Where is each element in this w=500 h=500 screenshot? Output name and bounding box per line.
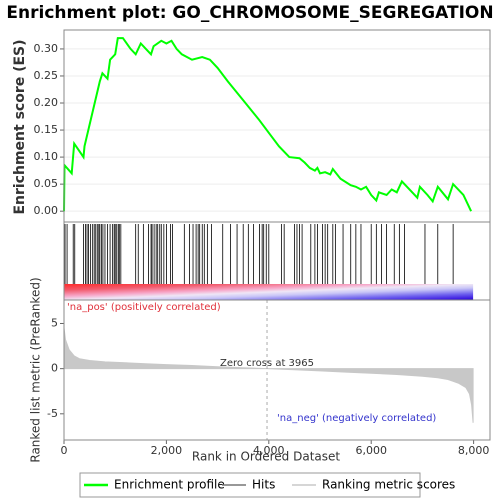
y-tick-label: 0.25 xyxy=(34,69,59,82)
y-axis-label: Enrichment score (ES) xyxy=(12,39,28,214)
x-tick-label: 6,000 xyxy=(355,444,387,457)
annotation: Zero cross at 3965 xyxy=(220,358,314,369)
y-axis-label: Ranked list metric (PreRanked) xyxy=(29,277,43,462)
legend-hits-label: Hits xyxy=(252,478,275,492)
x-tick-label: 8,000 xyxy=(458,444,490,457)
metric-area xyxy=(63,327,474,423)
plot-frame xyxy=(63,299,491,441)
y-tick-label: 0.05 xyxy=(34,177,59,190)
annotation: 'na_neg' (negatively correlated) xyxy=(277,413,436,424)
annotation: 'na_pos' (positively correlated) xyxy=(67,302,221,313)
y-tick-label: -5 xyxy=(47,407,58,420)
x-tick-label: 0 xyxy=(61,444,68,457)
rank-color-bar xyxy=(64,284,474,300)
legend-box xyxy=(79,472,421,498)
x-tick-label: 4,000 xyxy=(253,444,285,457)
y-tick-label: 0.00 xyxy=(34,204,59,217)
y-tick-label: 5 xyxy=(51,316,58,329)
legend-metric-label: Ranking metric scores xyxy=(322,478,455,492)
es-line xyxy=(63,37,473,212)
y-tick-label: 0.20 xyxy=(34,96,59,109)
legend-es-label: Enrichment profile xyxy=(114,478,225,492)
y-tick-label: 0.10 xyxy=(34,150,59,163)
x-axis-label: Rank in Ordered Dataset xyxy=(192,450,340,464)
y-tick-label: 0.15 xyxy=(34,123,59,136)
x-tick-label: 2,000 xyxy=(151,444,183,457)
legend: Enrichment profile Hits Ranking metric sco… xyxy=(79,472,455,498)
y-tick-label: 0.30 xyxy=(34,42,59,55)
chart-title: Enrichment plot: GO_CHROMOSOME_SEGREGATI… xyxy=(6,3,493,23)
y-tick-label: 0 xyxy=(51,362,58,375)
